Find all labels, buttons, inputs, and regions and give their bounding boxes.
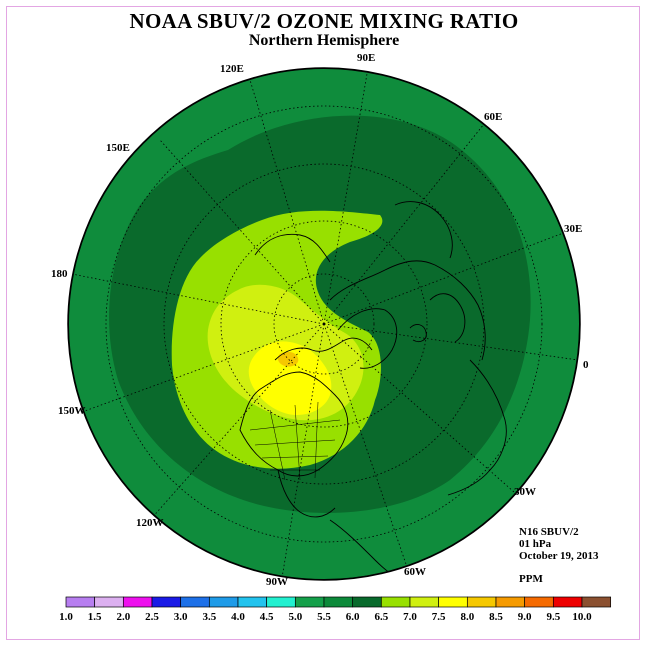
europe-africa-coast xyxy=(447,359,507,496)
north-atlantic-islands xyxy=(409,324,427,343)
lon-label-150w: 150W xyxy=(58,405,86,417)
lon-label-180: 180 xyxy=(51,268,68,280)
plot-frame xyxy=(6,6,640,640)
colorbar-swatch xyxy=(409,596,440,608)
ozone-field xyxy=(68,68,580,580)
colorbar-tick-label: 5.5 xyxy=(317,611,331,623)
colorbar-tick-label: 3.5 xyxy=(202,611,216,623)
colorbar-swatch xyxy=(208,596,239,608)
eurasia-coast xyxy=(329,260,486,361)
colorbar-swatch xyxy=(323,596,354,608)
colorbar-tick-label: 4.5 xyxy=(260,611,274,623)
political-boundaries xyxy=(249,401,341,481)
colorbar-swatch xyxy=(180,596,210,608)
colorbar-tick-label: 9.5 xyxy=(546,611,560,623)
satellite-label: N16 SBUV/2 xyxy=(519,526,579,538)
lon-label-30e: 30E xyxy=(564,223,583,235)
colorbar-swatch xyxy=(94,596,124,608)
asia-pacific-coast xyxy=(254,233,331,263)
gulf-coast xyxy=(277,469,336,518)
lon-label-90e: 90E xyxy=(357,52,376,64)
colorbar-swatch xyxy=(438,596,468,608)
colorbar-swatch xyxy=(65,596,96,608)
lon-label-90w: 90W xyxy=(266,576,288,588)
colorbar-swatch xyxy=(237,596,268,608)
colorbar-swatch xyxy=(495,596,526,608)
colorbar-tick-label: 7.0 xyxy=(403,611,417,623)
lon-label-30w: 30W xyxy=(514,486,536,498)
north-america-coast xyxy=(239,371,349,477)
colorbar-tick-label: 10.0 xyxy=(572,611,592,623)
colorbar-swatch xyxy=(524,596,554,608)
yellow-band xyxy=(248,341,332,416)
meridian-lines xyxy=(71,68,579,579)
colorbar-tick-label: 8.5 xyxy=(489,611,503,623)
lon-label-120e: 120E xyxy=(220,63,244,75)
colorbar-tick-label: 7.5 xyxy=(432,611,446,623)
colorbar-tick-label: 4.0 xyxy=(231,611,245,623)
lon-label-150e: 150E xyxy=(106,142,130,154)
units-label: PPM xyxy=(519,573,543,585)
peak-spot xyxy=(277,351,299,367)
colorbar-swatch xyxy=(294,596,325,608)
colorbar-swatch xyxy=(122,596,153,608)
colorbar-tick-label: 2.0 xyxy=(116,611,130,623)
pressure-level-label: 01 hPa xyxy=(519,538,552,550)
scandinavia-coast xyxy=(429,293,466,343)
colorbar-tick-label: 6.5 xyxy=(374,611,388,623)
colorbar-tick-label: 6.0 xyxy=(346,611,360,623)
colorbar-tick-label: 8.0 xyxy=(460,611,474,623)
colorbar-tick-label: 2.5 xyxy=(145,611,159,623)
colorbar-tick-label: 9.0 xyxy=(518,611,532,623)
colorbar-swatch xyxy=(466,596,497,608)
colorbar-tick-label: 5.0 xyxy=(288,611,302,623)
colorbar-swatch xyxy=(380,596,411,608)
east-asia-coast xyxy=(394,201,453,259)
greenland-coast xyxy=(337,308,398,369)
colorbar-swatch xyxy=(151,596,182,608)
lon-label-0: 0 xyxy=(583,359,589,371)
map-title: NOAA SBUV/2 OZONE MIXING RATIO xyxy=(129,9,519,33)
colorbar-swatch xyxy=(552,596,583,608)
date-label: October 19, 2013 xyxy=(519,550,599,562)
lon-label-60w: 60W xyxy=(404,566,426,578)
colorbar: 1.0 1.5 2.0 2.5 3.0 3.5 4.0 4.5 5.0 5.5 6.0 6.5 7.0 7… xyxy=(59,596,612,623)
colorbar-tick-label: 1.5 xyxy=(88,611,102,623)
lon-label-120w: 120W xyxy=(136,517,164,529)
map-subtitle: Northern Hemisphere xyxy=(248,32,400,49)
colorbar-tick-label: 1.0 xyxy=(59,611,73,623)
colorbar-swatch xyxy=(581,596,612,608)
lon-label-60e: 60E xyxy=(484,111,503,123)
colorbar-swatch xyxy=(352,596,382,608)
colorbar-swatch xyxy=(266,596,296,608)
canadian-archipelago xyxy=(274,337,373,361)
colorbar-tick-label: 3.0 xyxy=(174,611,188,623)
map-border xyxy=(67,67,581,581)
